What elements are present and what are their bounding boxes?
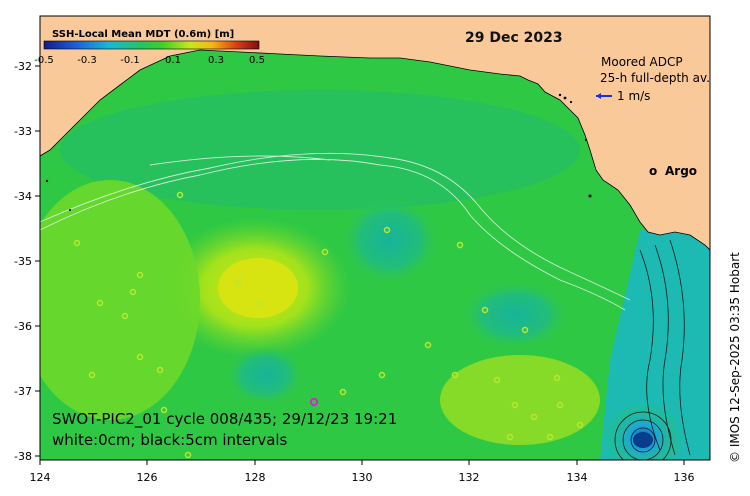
legend-argo-label: Argo [665,164,697,178]
legend-argo-symbol: o [649,164,657,178]
argo-float-highlight [309,397,319,407]
colorbar-tick-3: -0.1 [120,55,140,66]
x-tick-136: 136 [674,471,695,484]
sst-low-south [225,345,305,405]
colorbar-tick-5: 0.3 [208,55,224,66]
eddy-southeast [603,402,683,460]
colorbar-tick-4: 0.1 [165,55,181,66]
swath-contours [614,239,691,460]
x-tick-126: 126 [137,471,158,484]
colorbar-title: SSH-Local Mean MDT (0.6m) [m] [52,29,234,40]
coastal-islands [45,93,592,211]
y-axis-ticks [35,65,40,457]
legend-arrow-icon [596,93,612,99]
map-plot-area [40,16,710,460]
legend-adcp-title: Moored ADCP [601,55,683,69]
x-tick-130: 130 [352,471,373,484]
colorbar-gradient [43,40,260,50]
sst-low-centre [340,195,440,285]
info-line-1: SWOT-PIC2_01 cycle 008/435; 29/12/23 19:… [52,410,397,429]
x-tick-134: 134 [567,471,588,484]
x-tick-128: 128 [245,471,266,484]
legend-adcp-subtitle: 25-h full-depth av. [600,71,710,85]
zero-contours [40,152,631,311]
info-line-2: white:0cm; black:5cm intervals [52,431,288,449]
sst-high-south [440,355,600,445]
plot-frame [39,15,711,461]
y-tick-36: -36 [14,320,32,333]
colorbar-tick-1: -0.5 [34,55,54,66]
colorbar-tick-2: -0.3 [77,55,97,66]
y-tick-38: -38 [14,450,32,463]
sst-high-southwest [40,180,200,420]
colorbar: SSH-Local Mean MDT (0.6m) [m] -0.5 -0.3 … [34,29,265,66]
legend-arrow-label: 1 m/s [617,89,650,103]
x-tick-124: 124 [30,471,51,484]
y-tick-32: -32 [14,60,32,73]
y-tick-34: -34 [14,190,32,203]
credit-text: © IMOS 12-Sep-2025 03:35 Hobart [728,252,742,463]
y-tick-35: -35 [14,255,32,268]
eddy-southeast-core [633,432,653,448]
x-tick-132: 132 [459,471,480,484]
australia-land [40,16,710,251]
swot-swath [600,220,710,460]
sst-low-east [460,280,570,350]
argo-floats [73,191,584,459]
y-tick-33: -33 [14,125,32,138]
y-tick-37: -37 [14,385,32,398]
colorbar-tick-6: 0.5 [249,55,265,66]
map-date: 29 Dec 2023 [465,30,563,46]
x-axis-ticks [39,460,685,465]
sst-high-west-core [218,258,298,318]
